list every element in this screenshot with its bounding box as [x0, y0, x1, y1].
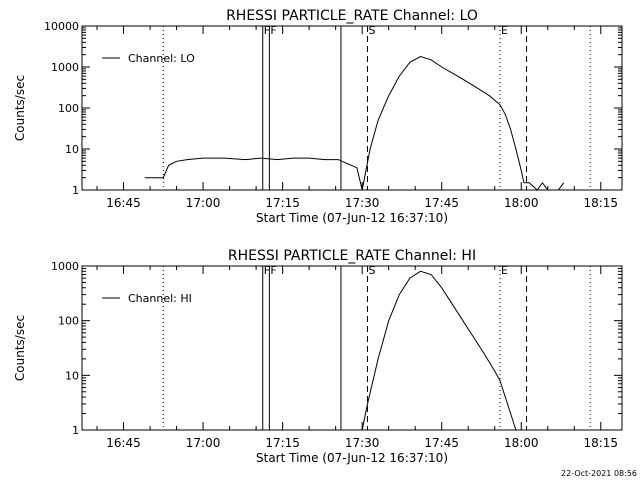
chart-title: RHESSI PARTICLE_RATE Channel: HI — [228, 248, 476, 264]
x-tick-label: 17:00 — [186, 196, 221, 210]
y-tick-label: 10000 — [44, 20, 79, 33]
series-line — [144, 55, 565, 191]
time-marker-label: F — [270, 24, 276, 37]
time-marker-label: S — [368, 24, 375, 37]
time-marker-label: S — [368, 264, 375, 277]
x-tick-label: 17:45 — [424, 196, 459, 210]
time-marker-label: F — [270, 264, 276, 277]
x-tick-label: 16:45 — [106, 436, 141, 450]
time-marker-label: F — [264, 24, 270, 37]
x-axis-label: Start Time (07-Jun-12 16:37:10) — [256, 451, 448, 465]
y-axis-label: Counts/sec — [13, 315, 27, 381]
y-tick-label: 1000 — [51, 61, 79, 74]
legend-label: Channel: HI — [128, 292, 192, 305]
x-tick-label: 17:15 — [265, 436, 300, 450]
x-tick-label: 18:00 — [504, 196, 539, 210]
x-tick-label: 17:00 — [186, 436, 221, 450]
x-tick-label: 18:15 — [583, 436, 618, 450]
series-line — [361, 270, 517, 431]
y-tick-label: 1 — [72, 424, 79, 437]
x-tick-label: 17:15 — [265, 196, 300, 210]
x-tick-label: 18:00 — [504, 436, 539, 450]
panel-hi: RHESSI PARTICLE_RATE Channel: HI Start Ti… — [13, 248, 623, 465]
plot-frame — [81, 265, 623, 431]
y-tick-label: 100 — [58, 102, 79, 115]
y-tick-label: 1 — [72, 184, 79, 197]
x-tick-label: 17:30 — [345, 196, 380, 210]
time-marker-label: F — [264, 264, 270, 277]
y-tick-label: 10 — [65, 369, 79, 382]
y-tick-label: 1000 — [51, 260, 79, 273]
x-axis-label: Start Time (07-Jun-12 16:37:10) — [256, 211, 448, 225]
x-tick-label: 17:45 — [424, 436, 459, 450]
x-tick-label: 18:15 — [583, 196, 618, 210]
y-axis-label: Counts/sec — [13, 75, 27, 141]
y-tick-label: 100 — [58, 315, 79, 328]
time-marker-label: E — [501, 264, 508, 277]
time-marker-label: E — [501, 24, 508, 37]
x-tick-label: 17:30 — [345, 436, 380, 450]
x-tick-label: 16:45 — [106, 196, 141, 210]
chart-title: RHESSI PARTICLE_RATE Channel: LO — [226, 8, 478, 24]
legend-label: Channel: LO — [128, 52, 195, 65]
panel-lo: RHESSI PARTICLE_RATE Channel: LO Start Ti… — [13, 8, 623, 225]
footer-timestamp: 22-Oct-2021 08:56 — [561, 469, 637, 478]
y-tick-label: 10 — [65, 143, 79, 156]
